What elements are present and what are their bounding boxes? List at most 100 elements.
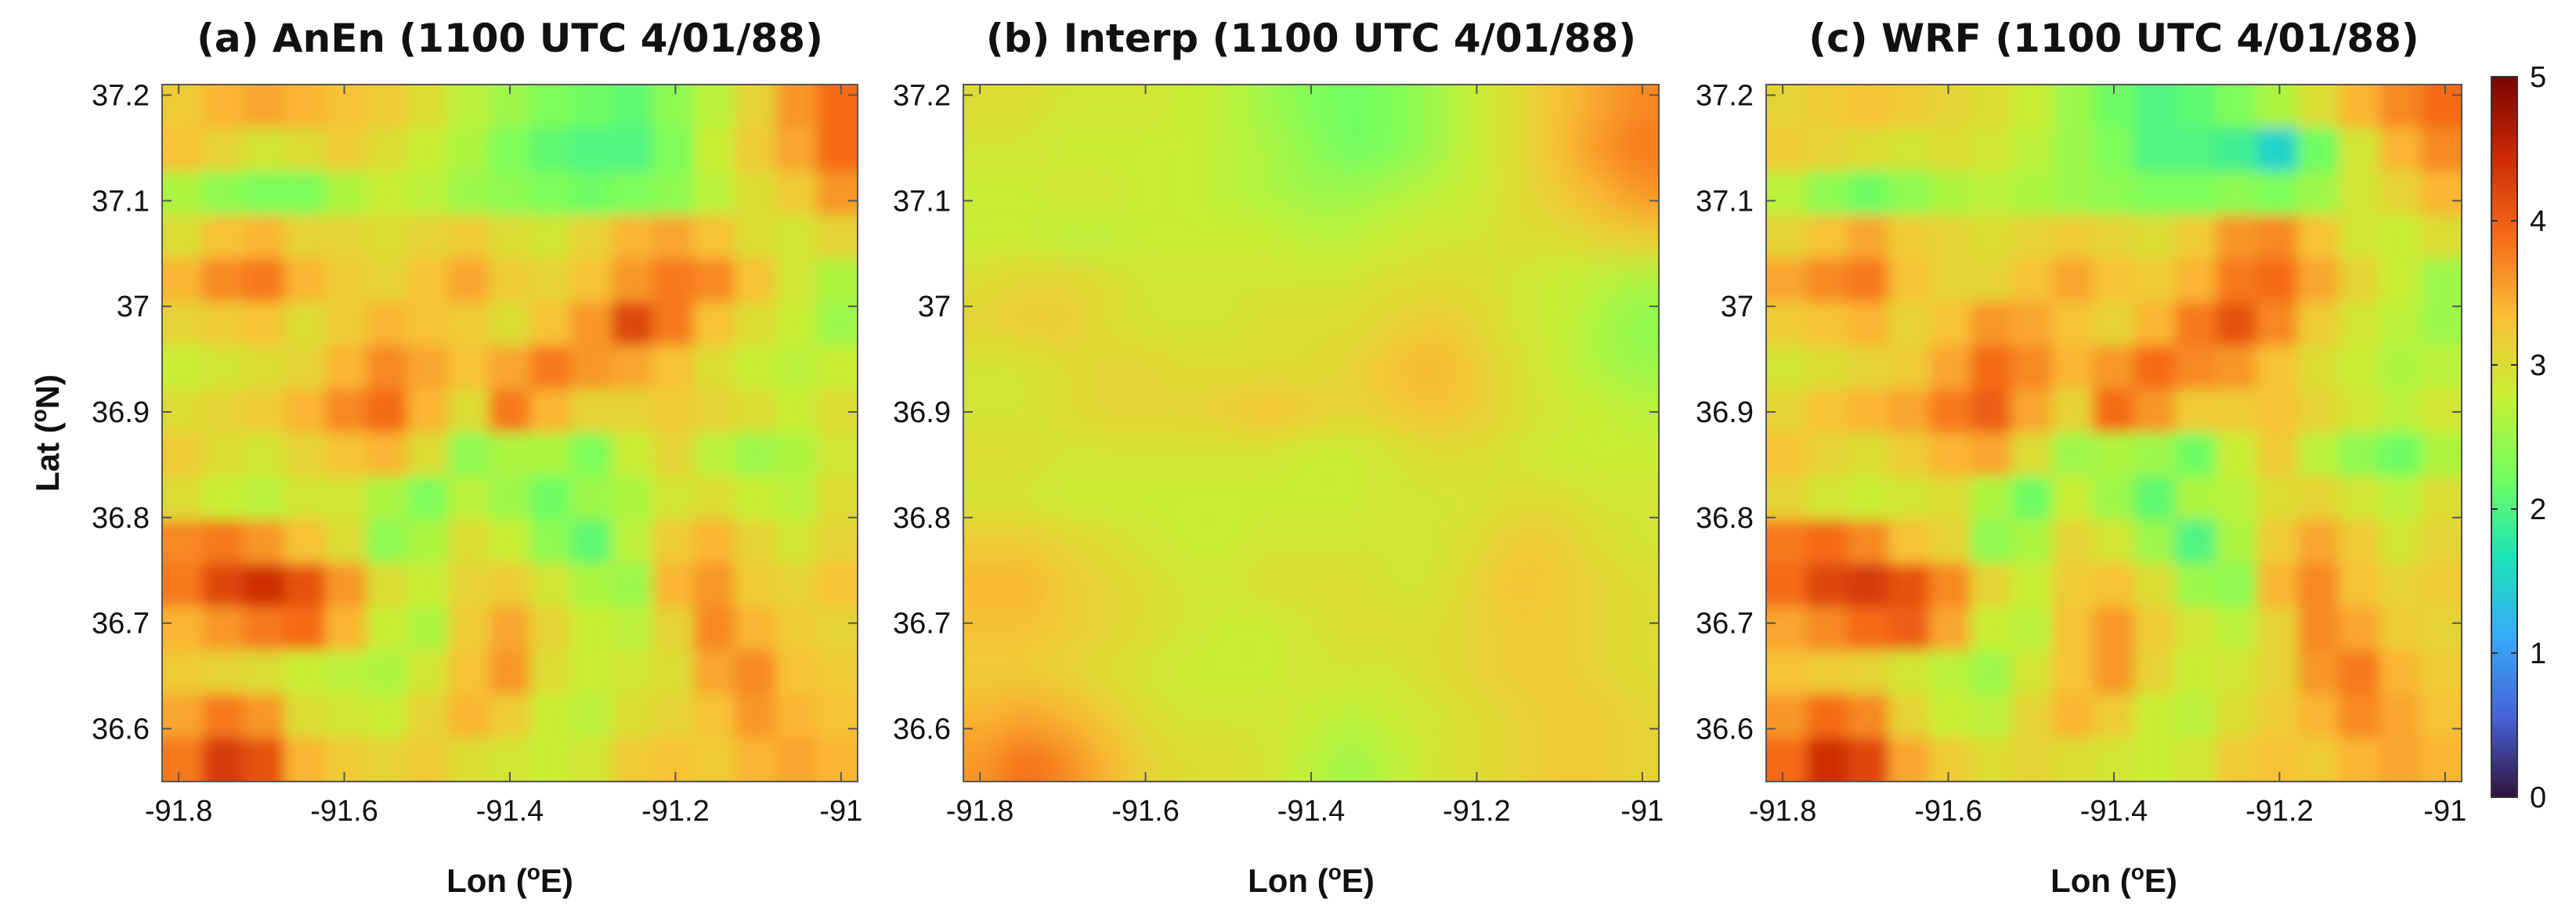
heatmap-cell — [1086, 171, 1128, 216]
heatmap-cell — [1371, 694, 1414, 738]
heatmap-cell — [2174, 345, 2217, 390]
heatmap-cell — [734, 215, 777, 260]
panel-c-yticks: 36.6 36.7 36.8 36.9 37 37.1 37.2 — [1696, 79, 2462, 746]
heatmap-cell — [162, 737, 204, 782]
heatmap-cell — [406, 476, 450, 521]
heatmap-cell — [652, 519, 695, 565]
heatmap-cell — [529, 301, 572, 347]
heatmap-cell — [1003, 607, 1046, 652]
heatmap-cell — [1454, 563, 1496, 608]
heatmap-cell — [1371, 171, 1414, 216]
heatmap-cell — [1617, 128, 1659, 172]
y-tick-label: 36.9 — [893, 396, 951, 429]
heatmap-cell — [1806, 128, 1848, 172]
heatmap-cell — [2174, 650, 2217, 695]
heatmap-cell — [1766, 171, 1808, 216]
heatmap-cell — [1847, 519, 1890, 565]
heatmap-cell — [2093, 345, 2135, 390]
heatmap-cell — [284, 607, 327, 652]
heatmap-cell — [1126, 650, 1169, 695]
colorbar: 0 1 2 3 4 5 — [2491, 61, 2546, 814]
heatmap-cell — [734, 476, 777, 521]
heatmap-cell — [489, 215, 531, 260]
heatmap-cell — [1044, 476, 1087, 521]
heatmap-cell — [612, 345, 654, 390]
heatmap-cell — [1454, 345, 1496, 390]
heatmap-cell — [734, 345, 777, 390]
heatmap-cell — [857, 650, 858, 695]
heatmap-cell — [1454, 388, 1496, 434]
heatmap-cell — [2052, 215, 2094, 260]
heatmap-cell — [1535, 171, 1578, 216]
heatmap-cell — [1413, 171, 1455, 216]
heatmap-cell — [1371, 650, 1414, 695]
heatmap-cell — [963, 432, 964, 478]
heatmap-cell — [1847, 781, 1890, 782]
heatmap-cell — [1494, 171, 1537, 216]
heatmap-cell — [1290, 607, 1332, 652]
heatmap-cell — [1454, 607, 1496, 652]
heatmap-cell — [816, 737, 858, 782]
heatmap-cell — [162, 563, 204, 608]
heatmap-cell — [202, 650, 244, 695]
heatmap-cell — [1617, 301, 1659, 347]
x-tick-label: -91.8 — [946, 795, 1014, 828]
heatmap-cell — [1766, 215, 1767, 260]
heatmap-cell — [1577, 215, 1619, 260]
heatmap-cell — [1494, 301, 1537, 347]
heatmap-cell — [1929, 694, 1971, 738]
heatmap-cell — [1208, 737, 1251, 782]
heatmap-cell — [1086, 519, 1128, 565]
heatmap-cell — [570, 737, 613, 782]
heatmap-cell — [2052, 85, 2094, 129]
heatmap-cell — [2379, 345, 2422, 390]
heatmap-cell — [2093, 215, 2135, 260]
heatmap-cell — [284, 345, 327, 390]
heatmap-cell — [1208, 519, 1251, 565]
heatmap-cell — [1970, 432, 2012, 478]
heatmap-cell — [816, 694, 858, 738]
heatmap-cell — [1806, 650, 1848, 695]
heatmap-cell — [2297, 650, 2339, 695]
heatmap-cell — [1970, 737, 2012, 782]
x-tick-label: -91.6 — [310, 795, 378, 828]
heatmap-cell — [162, 607, 204, 652]
heatmap-cell — [693, 650, 735, 695]
heatmap-cell — [2297, 563, 2339, 608]
heatmap-cell — [775, 476, 818, 521]
heatmap-cell — [1766, 476, 1808, 521]
heatmap-cell — [1535, 694, 1578, 738]
heatmap-cell — [1929, 476, 1971, 521]
heatmap-cell — [1888, 563, 1931, 608]
heatmap-cell — [734, 432, 777, 478]
heatmap-cell — [1658, 85, 1659, 129]
heatmap-cell — [325, 519, 367, 565]
heatmap-cell — [1929, 345, 1971, 390]
heatmap-cell — [1847, 85, 1890, 129]
y-tick-label: 37 — [117, 291, 150, 323]
heatmap-cell — [1658, 258, 1659, 303]
heatmap-cell — [489, 607, 531, 652]
heatmap-cell — [1249, 519, 1292, 565]
heatmap-cell — [1494, 432, 1537, 478]
heatmap-cell — [612, 563, 654, 608]
heatmap-cell — [693, 607, 735, 652]
heatmap-cell — [963, 215, 1005, 260]
heatmap-cell — [612, 258, 654, 303]
heatmap-cell — [2420, 476, 2462, 521]
heatmap-cell — [1494, 258, 1537, 303]
heatmap-cell — [406, 301, 450, 347]
heatmap-cell — [1249, 476, 1292, 521]
heatmap-cell — [448, 85, 490, 129]
heatmap-cell — [1249, 215, 1292, 260]
heatmap-cell — [1970, 607, 2012, 652]
panel-a-xlabel: Lon (oE) — [446, 860, 573, 899]
heatmap-cell — [1454, 301, 1496, 347]
heatmap-cell — [734, 650, 777, 695]
heatmap-cell — [2216, 128, 2258, 172]
heatmap-cell — [1331, 607, 1373, 652]
heatmap-cell — [2011, 563, 2054, 608]
heatmap-cell — [2174, 85, 2217, 129]
heatmap-cell — [2133, 432, 2176, 478]
heatmap-cell — [325, 171, 367, 216]
